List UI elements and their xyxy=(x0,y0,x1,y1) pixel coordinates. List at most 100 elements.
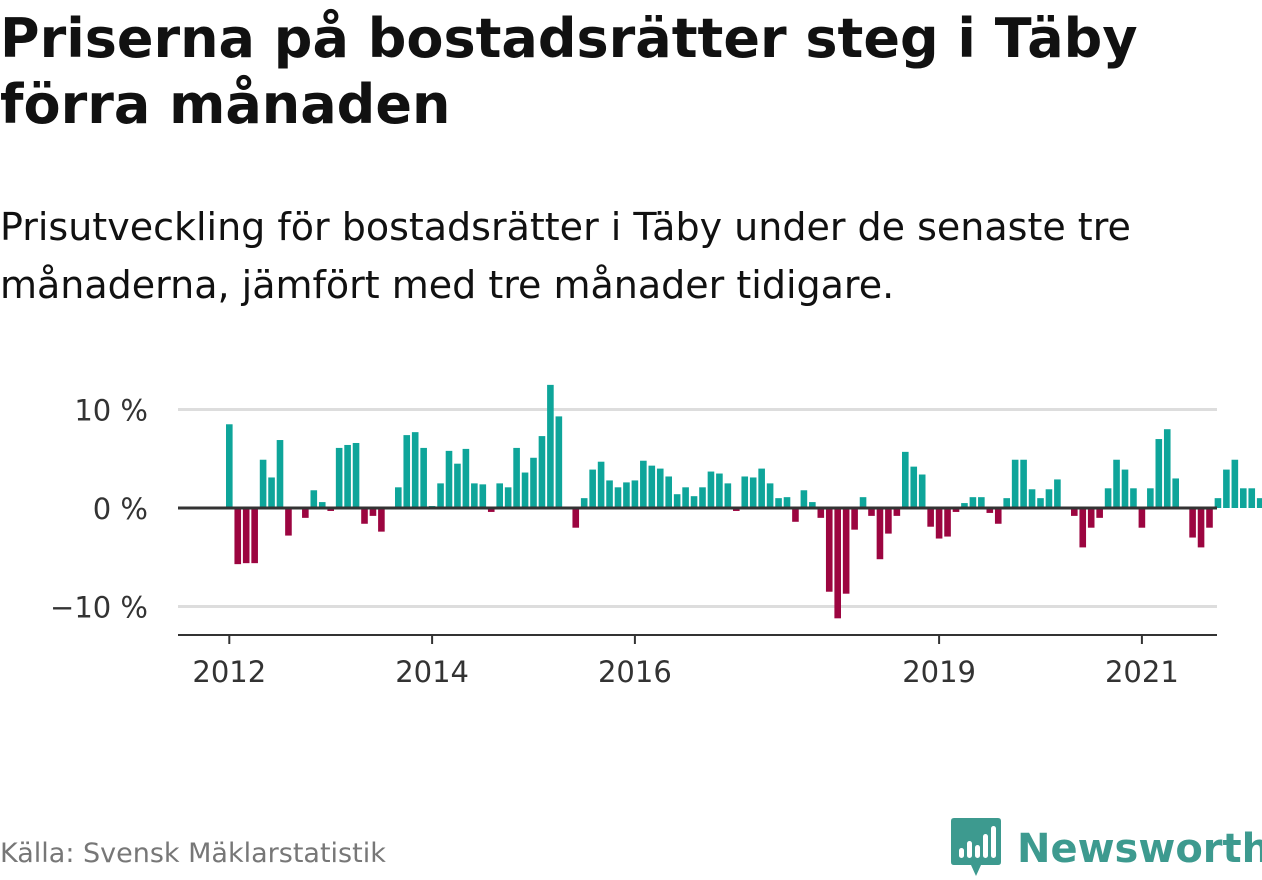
bar xyxy=(479,484,487,508)
bar xyxy=(918,474,926,508)
bar xyxy=(1079,508,1087,548)
bar xyxy=(825,508,833,592)
bar xyxy=(335,447,343,508)
bar xyxy=(842,508,850,594)
bar xyxy=(487,508,495,512)
bar xyxy=(462,448,470,508)
bar xyxy=(1037,498,1044,508)
bar xyxy=(513,447,520,508)
bar xyxy=(1138,508,1146,528)
bar xyxy=(969,497,977,508)
bar xyxy=(580,498,588,508)
bar xyxy=(352,442,360,508)
bar xyxy=(226,424,233,508)
bar xyxy=(665,476,672,508)
bar xyxy=(606,480,613,508)
bar xyxy=(597,461,605,508)
bar xyxy=(648,465,656,508)
bar xyxy=(268,477,275,508)
bar xyxy=(1020,459,1027,508)
bar xyxy=(935,508,943,539)
bar xyxy=(724,483,732,508)
source-note: Källa: Svensk Mäklarstatistik xyxy=(0,838,386,869)
bar xyxy=(944,508,951,537)
newsworthy-logo-icon xyxy=(951,818,1001,876)
bar xyxy=(361,508,368,524)
bar xyxy=(547,384,554,508)
bar xyxy=(775,498,782,508)
bar xyxy=(1231,459,1239,508)
bar xyxy=(276,440,284,508)
axes xyxy=(178,506,1217,644)
bar xyxy=(234,508,242,565)
x-tick-label: 2016 xyxy=(598,655,672,689)
bar xyxy=(1214,498,1222,508)
bar xyxy=(285,508,292,536)
bar xyxy=(994,508,1002,524)
bar xyxy=(766,483,774,508)
bar xyxy=(1003,498,1010,508)
bar xyxy=(530,457,537,508)
bar xyxy=(876,508,884,560)
bars xyxy=(226,384,1262,619)
bar xyxy=(1104,488,1112,508)
bar xyxy=(851,508,858,530)
bar xyxy=(623,482,630,508)
bar xyxy=(378,508,385,532)
x-tick-label: 2019 xyxy=(902,655,976,689)
bar xyxy=(1045,489,1053,508)
bar xyxy=(251,508,258,564)
grid-lines xyxy=(178,408,1217,608)
bar xyxy=(893,508,901,516)
bar xyxy=(521,472,529,508)
bar-chart: −10 %0 %10 %2012201420162019202120231 % xyxy=(50,384,1262,690)
bar xyxy=(1223,469,1230,508)
newsworthy-brand[interactable]: Newsworthy xyxy=(951,818,1262,880)
bar xyxy=(1054,479,1061,508)
bar xyxy=(961,503,968,508)
bar xyxy=(395,487,402,508)
bar xyxy=(454,463,461,508)
bar xyxy=(910,466,918,508)
bar xyxy=(369,508,377,516)
bar xyxy=(682,487,689,508)
bar xyxy=(1113,459,1120,508)
bar xyxy=(1240,488,1247,508)
bar xyxy=(1248,488,1256,508)
bar xyxy=(1121,469,1129,508)
bar xyxy=(242,508,250,564)
bar xyxy=(496,483,503,508)
bar xyxy=(817,508,825,518)
bar xyxy=(749,477,757,508)
bar xyxy=(885,508,892,534)
bar xyxy=(716,473,723,508)
axis-labels: −10 %0 %10 %2012201420162019202120231 % xyxy=(50,394,1179,690)
bar xyxy=(792,508,799,522)
bar xyxy=(411,432,419,508)
bar xyxy=(1197,508,1205,548)
bar xyxy=(707,471,715,508)
bar xyxy=(471,483,478,508)
bar xyxy=(504,487,512,508)
bar xyxy=(1155,439,1163,508)
bar xyxy=(1163,429,1171,508)
bar xyxy=(318,502,326,508)
bar xyxy=(344,444,351,508)
bar xyxy=(1172,478,1179,508)
bar xyxy=(445,450,453,508)
bar xyxy=(809,502,816,508)
chart-subtitle: Prisutveckling för bostadsrätter i Täby … xyxy=(0,205,1131,307)
bar xyxy=(758,468,765,508)
bar xyxy=(868,508,875,516)
bar xyxy=(614,487,622,508)
bar xyxy=(1071,508,1078,516)
bar xyxy=(259,459,267,508)
bar xyxy=(699,487,706,508)
x-tick-label: 2021 xyxy=(1105,655,1179,689)
y-tick-label: −10 % xyxy=(50,591,148,625)
bar xyxy=(986,508,994,513)
bar xyxy=(741,476,749,508)
bar xyxy=(656,468,664,508)
bar xyxy=(1011,459,1019,508)
bar xyxy=(538,436,546,508)
